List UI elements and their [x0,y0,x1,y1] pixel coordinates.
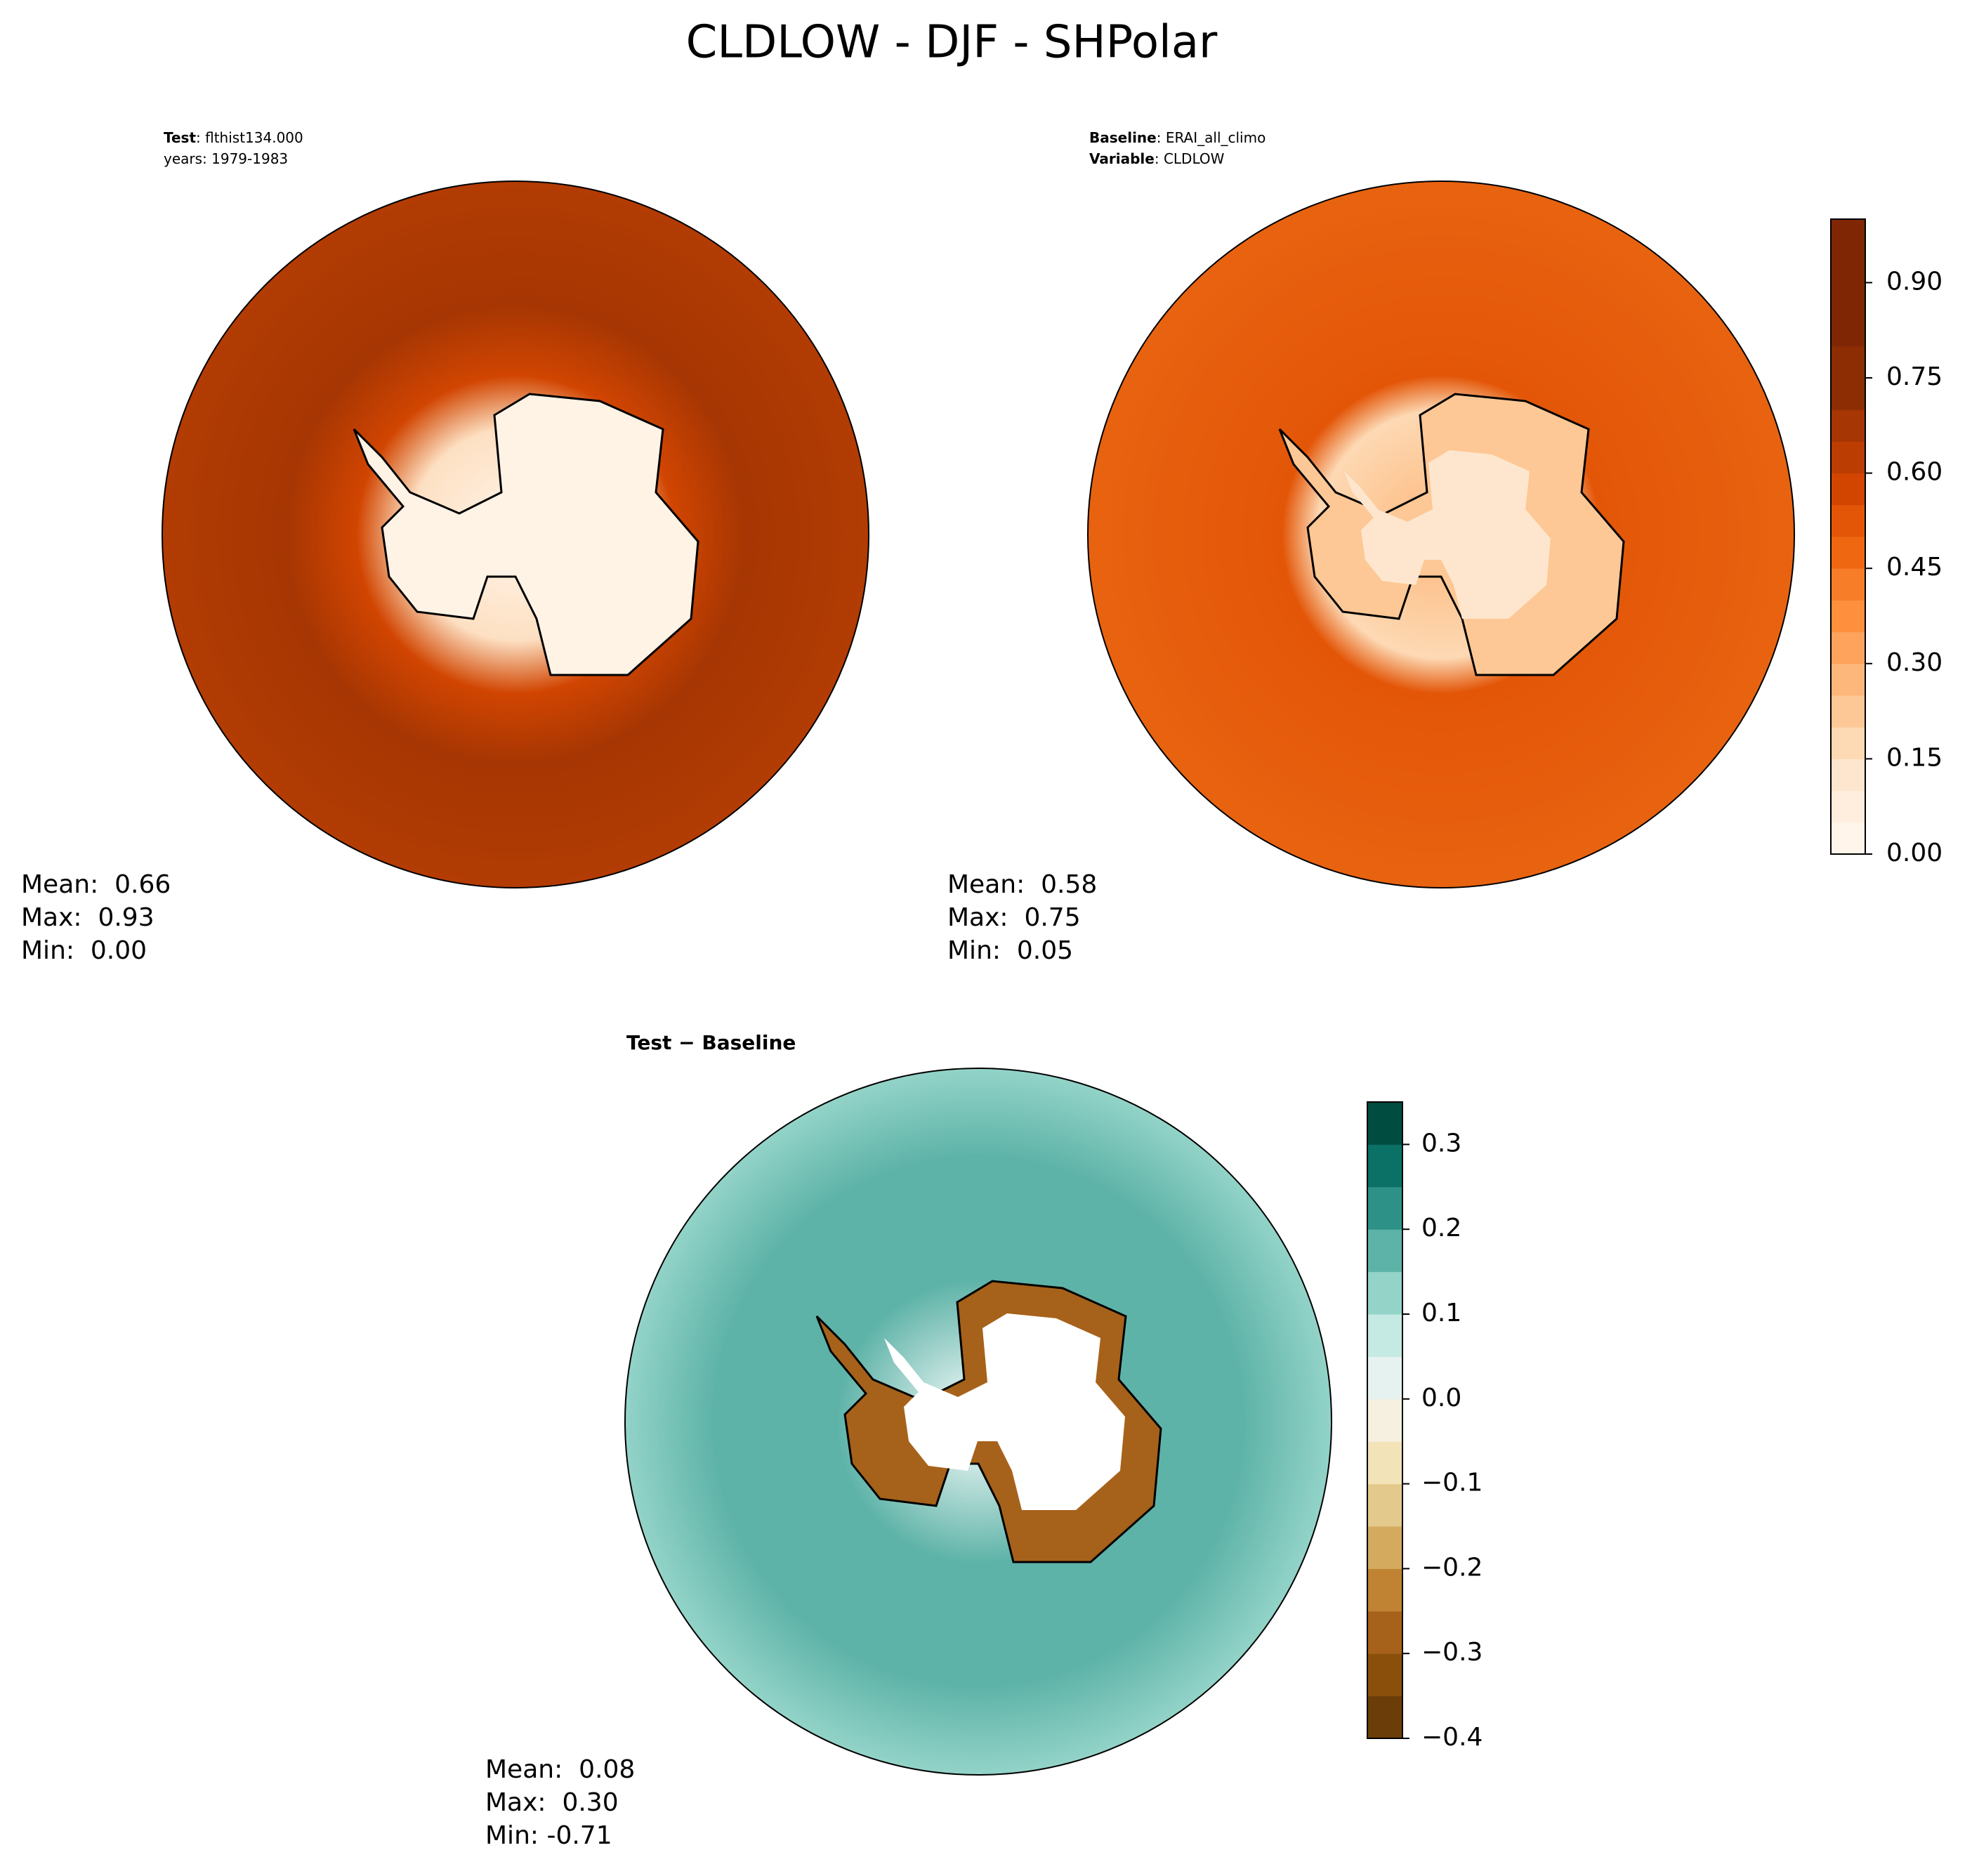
colorbar-tick-label: 0.90 [1886,267,1943,296]
figure-title: CLDLOW - DJF - SHPolar [686,17,1218,69]
colorbar-tick-label: 0.45 [1886,553,1943,582]
colorbar-tick-label: −0.3 [1421,1638,1483,1667]
header-value: : CLDLOW [1155,150,1225,167]
colorbar-level [1831,600,1865,633]
colorbar-level [1831,378,1865,410]
colorbar-level [1367,1229,1402,1273]
header-key: Variable [1089,150,1155,167]
colorbar-level [1831,282,1865,315]
panel-header: Test − Baseline [626,1031,796,1054]
colorbar-tick-label: −0.1 [1421,1469,1483,1497]
header-value: years: 1979-1983 [164,150,288,167]
colorbar-level [1831,568,1865,601]
colorbar-tick-label: 0.2 [1421,1214,1461,1242]
stat-line: Min: 0.05 [947,936,1073,965]
colorbar-level [1831,314,1865,347]
panel-header: Baseline: ERAI_all_climo [1089,129,1266,146]
stat-line: Max: 0.93 [21,903,155,932]
colorbar-frame [1367,1101,1403,1739]
colorbar-level [1367,1314,1402,1357]
colorbar-level [1831,663,1865,696]
stat-line: Max: 0.30 [485,1788,619,1817]
stat-line: Mean: 0.08 [485,1755,635,1784]
colorbar-level [1831,473,1865,506]
colorbar-tick-label: 0.30 [1886,648,1943,677]
colorbar-level [1367,1653,1402,1697]
header-key: Baseline [1089,129,1157,146]
colorbar-level [1367,1526,1402,1569]
colorbar-level [1831,441,1865,474]
map [162,181,869,888]
colorbar-level [1831,346,1865,379]
colorbar-level [1367,1356,1402,1400]
panel-header: Variable: CLDLOW [1089,150,1225,167]
colorbar-level [1831,790,1865,823]
colorbar-tick-label: 0.15 [1886,743,1943,772]
colorbar-level [1367,1483,1402,1527]
colorbar-level [1831,631,1865,664]
colorbar-level [1831,219,1865,251]
colorbar-level [1367,1695,1402,1739]
colorbar-level [1367,1144,1402,1188]
map [1087,181,1795,888]
colorbar-level [1831,759,1865,792]
colorbar-frame [1830,218,1866,855]
colorbar-level [1367,1398,1402,1442]
colorbar-level [1367,1186,1402,1230]
stat-line: Min: -0.71 [485,1821,612,1850]
colorbar-level [1367,1102,1402,1145]
header-value: : flthist134.000 [196,129,303,146]
colorbar-tick-label: 0.3 [1421,1129,1461,1157]
colorbar-tick-label: −0.2 [1421,1553,1483,1582]
colorbar-tick-label: 0.00 [1886,839,1943,867]
header-value: : ERAI_all_climo [1157,129,1266,146]
colorbar-level [1831,695,1865,728]
colorbar-level [1367,1271,1402,1315]
panel-header: Test: flthist134.000 [164,129,303,146]
colorbar-level [1831,504,1865,537]
colorbar-level [1831,537,1865,569]
stat-line: Mean: 0.66 [21,870,171,899]
colorbar-level [1367,1441,1402,1485]
panel-header: years: 1979-1983 [164,150,288,167]
map [624,1068,1332,1776]
colorbar-tick-label: −0.4 [1421,1723,1483,1752]
stat-line: Min: 0.00 [21,936,147,965]
colorbar-tick-label: 0.0 [1421,1384,1461,1412]
colorbar-level [1831,727,1865,759]
stat-line: Max: 0.75 [947,903,1081,932]
header-key: Test − Baseline [626,1031,796,1054]
header-key: Test [164,129,196,146]
colorbar-tick-label: 0.60 [1886,458,1943,487]
colorbar-tick-label: 0.1 [1421,1299,1461,1327]
colorbar-tick-label: 0.75 [1886,362,1943,391]
colorbar-level [1367,1611,1402,1654]
colorbar-level [1367,1568,1402,1612]
colorbar-level [1831,822,1865,855]
stat-line: Mean: 0.58 [947,870,1097,899]
colorbar-level [1831,409,1865,442]
colorbar-level [1831,251,1865,283]
